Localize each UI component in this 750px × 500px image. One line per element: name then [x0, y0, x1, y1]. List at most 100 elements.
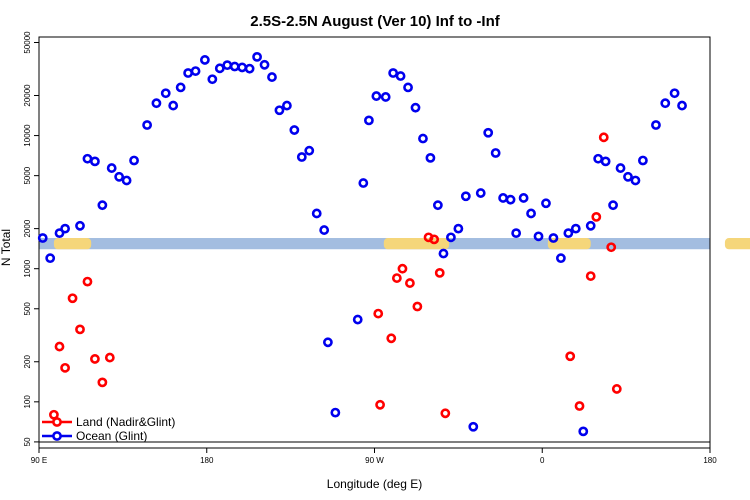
- y-tick-label: 200: [23, 355, 32, 369]
- land-point: [373, 308, 384, 319]
- land-point: [574, 401, 585, 411]
- ocean-point: [600, 156, 611, 167]
- land-point: [591, 211, 602, 222]
- ocean-point: [563, 228, 574, 239]
- land-patch: [547, 238, 591, 250]
- ocean-point: [129, 155, 139, 166]
- x-tick-label: 90 W: [365, 456, 384, 465]
- ocean-point: [319, 225, 330, 235]
- ocean-point: [311, 208, 322, 219]
- ocean-point: [570, 223, 581, 234]
- ocean-point: [289, 125, 300, 135]
- land-point: [565, 351, 576, 362]
- ocean-point: [651, 120, 661, 130]
- ocean-point: [432, 200, 443, 211]
- ocean-point: [555, 253, 566, 264]
- y-tick-label: 1000: [23, 259, 32, 277]
- ocean-point: [352, 314, 363, 325]
- ocean-point: [578, 426, 589, 437]
- ocean-point: [460, 191, 471, 202]
- ocean-point: [511, 228, 522, 239]
- series-ocean: [37, 51, 687, 437]
- ocean-point: [244, 63, 255, 74]
- ocean-point: [142, 120, 153, 130]
- land-point: [90, 354, 100, 364]
- ocean-point: [281, 100, 292, 111]
- land-point: [429, 234, 440, 245]
- chart-title: 2.5S-2.5N August (Ver 10) Inf to -Inf: [250, 13, 500, 30]
- ocean-point: [304, 145, 315, 156]
- data-points: [37, 51, 687, 437]
- land-patch: [383, 238, 450, 250]
- ocean-point: [438, 248, 449, 259]
- ocean-point: [548, 233, 559, 243]
- ocean-point: [418, 133, 428, 144]
- x-tick-label: 180: [200, 456, 214, 465]
- legend-marker: [52, 417, 62, 427]
- series-land: [49, 132, 622, 420]
- land-point: [104, 352, 115, 363]
- ocean-point: [669, 88, 680, 99]
- ocean-point: [160, 88, 171, 99]
- land-point: [386, 333, 397, 344]
- y-tick-label: 50000: [23, 31, 32, 54]
- land-point: [391, 273, 402, 283]
- land-patch: [53, 238, 92, 250]
- ocean-point: [252, 51, 262, 62]
- ocean-point: [175, 82, 186, 93]
- ocean-point: [388, 68, 399, 78]
- ocean-point: [364, 115, 374, 126]
- ocean-point: [114, 171, 125, 182]
- ocean-point: [585, 220, 596, 231]
- land-point: [67, 293, 78, 304]
- y-tick-label: 100: [23, 395, 32, 409]
- ocean-point: [151, 98, 162, 109]
- ocean-point: [608, 200, 618, 211]
- ocean-point: [75, 220, 85, 231]
- map-strip: [39, 238, 750, 250]
- ocean-point: [222, 60, 233, 71]
- ocean-point: [677, 100, 687, 111]
- y-axis-label: N Total: [0, 229, 13, 266]
- ocean-point: [183, 68, 194, 78]
- ocean-point: [82, 153, 93, 164]
- ocean-point: [106, 163, 117, 173]
- ocean-point: [505, 194, 516, 205]
- ocean-point: [330, 407, 341, 418]
- ocean-point: [410, 102, 421, 113]
- ocean-point: [490, 148, 501, 158]
- land-point: [412, 301, 423, 312]
- land-point: [440, 408, 451, 419]
- ocean-point: [403, 82, 413, 93]
- y-tick-label: 5000: [23, 166, 32, 184]
- ocean-point: [274, 105, 285, 116]
- y-tick-label: 10000: [23, 124, 32, 147]
- y-tick-label: 2000: [23, 219, 32, 237]
- ocean-point: [358, 178, 369, 188]
- ocean-point: [395, 71, 406, 81]
- x-tick-label: 180: [703, 456, 717, 465]
- ocean-point: [630, 175, 641, 186]
- land-point: [598, 132, 609, 143]
- ocean-point: [97, 200, 108, 211]
- ocean-point: [623, 171, 633, 182]
- land-point: [434, 267, 445, 278]
- ocean-point: [259, 59, 270, 70]
- ocean-point: [533, 231, 544, 242]
- ocean-point: [638, 155, 648, 166]
- ocean-point: [468, 421, 479, 432]
- x-tick-label: 90 E: [31, 456, 47, 465]
- ocean-point: [267, 72, 277, 82]
- land-point: [54, 341, 65, 352]
- ocean-point: [446, 232, 456, 243]
- y-tick-label: 500: [23, 302, 32, 316]
- ocean-point: [229, 61, 240, 72]
- land-point: [405, 278, 415, 288]
- ocean-point: [475, 188, 486, 198]
- ocean-point: [541, 198, 551, 209]
- ocean-point: [453, 223, 464, 234]
- ocean-point: [483, 127, 494, 138]
- land-point: [606, 242, 617, 253]
- ocean-point: [526, 208, 536, 219]
